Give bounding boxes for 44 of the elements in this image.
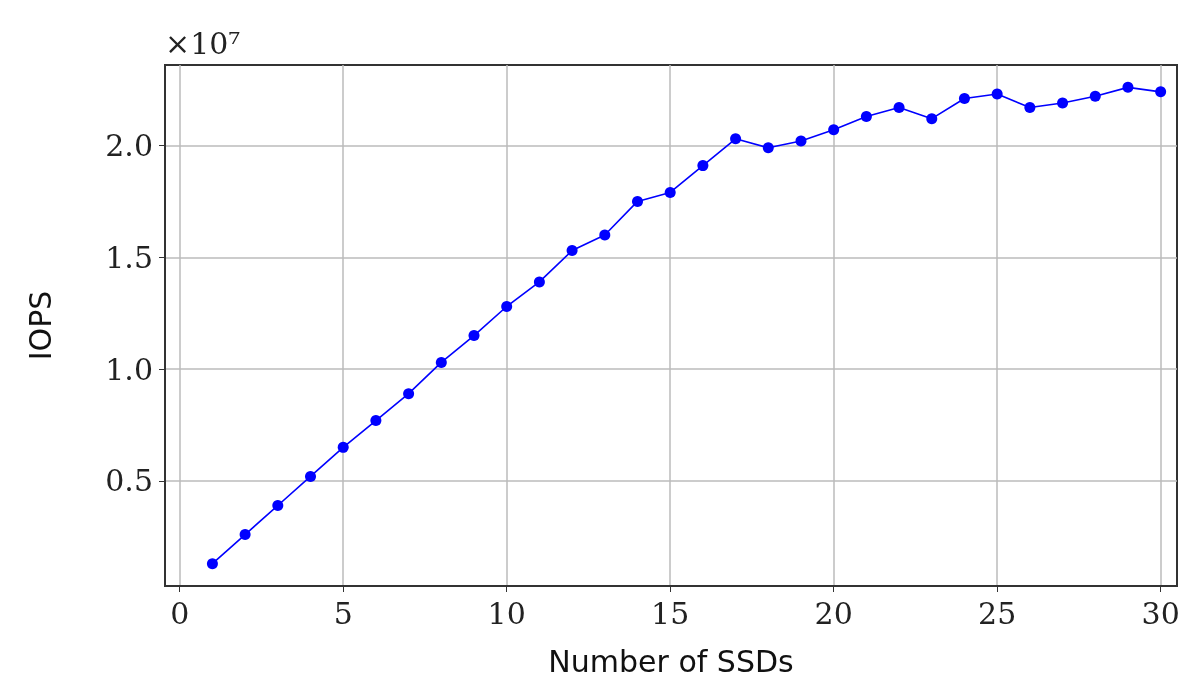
point — [337, 441, 349, 453]
text: ×10⁷ — [165, 25, 241, 61]
point — [730, 133, 742, 145]
point — [697, 160, 709, 172]
point — [860, 110, 872, 122]
point — [632, 195, 643, 207]
point — [501, 301, 513, 312]
x-axis-title: Number of SSDs — [548, 643, 794, 679]
y-tick-label: 1.5 — [105, 239, 153, 275]
point — [795, 135, 807, 147]
x-tick-label: 15 — [651, 595, 690, 631]
x-tick-label: 5 — [333, 595, 353, 631]
point — [1122, 81, 1134, 93]
point — [272, 500, 284, 511]
point — [926, 113, 938, 125]
point — [239, 529, 251, 541]
x-tick-label: 0 — [170, 595, 190, 631]
y-axis-title: IOPS — [22, 290, 58, 361]
x-tick-label: 30 — [1141, 595, 1180, 631]
y-tick-label: 0.5 — [105, 463, 153, 499]
point — [305, 470, 317, 482]
point — [403, 388, 415, 400]
point — [664, 186, 676, 198]
point — [893, 101, 905, 113]
point — [435, 356, 447, 368]
point — [566, 245, 578, 257]
point — [599, 229, 611, 241]
x-tick-label: 20 — [814, 595, 853, 631]
point — [991, 88, 1003, 100]
point — [958, 93, 970, 105]
y-tick-label: 1.0 — [105, 351, 153, 387]
point — [828, 124, 840, 136]
point — [468, 330, 480, 342]
point — [533, 276, 545, 288]
point — [1057, 97, 1069, 109]
point — [370, 415, 382, 427]
point — [206, 558, 218, 570]
point — [1024, 101, 1036, 113]
point — [1155, 86, 1167, 98]
y-tick-label: 2.0 — [105, 128, 153, 163]
point — [1089, 90, 1101, 102]
x-tick-label: 25 — [978, 595, 1017, 631]
point — [762, 142, 774, 154]
x-tick-label: 10 — [487, 595, 526, 631]
